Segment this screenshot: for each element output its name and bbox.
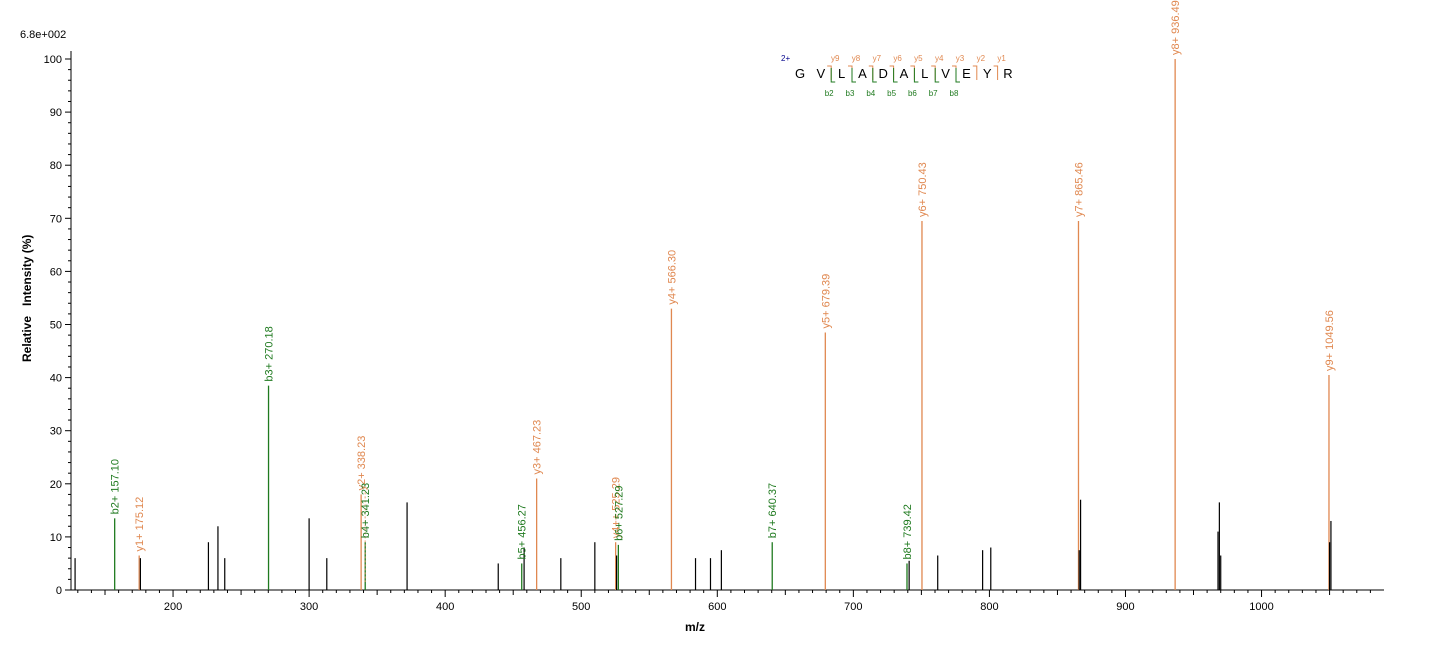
b-ion-label: b5 xyxy=(887,89,896,98)
x-tick-label: 700 xyxy=(844,601,862,613)
b-ion-label: b2 xyxy=(825,89,834,98)
y-tick-label: 0 xyxy=(56,585,62,597)
sequence-residue: R xyxy=(1003,66,1012,81)
peaks xyxy=(74,59,1332,590)
peak-label: b6+ 527.29 xyxy=(613,485,625,540)
b-ion-label: b7 xyxy=(929,89,938,98)
peak-label: b5+ 456.27 xyxy=(517,504,529,559)
x-tick-label: 200 xyxy=(164,601,182,613)
b-ion-bracket xyxy=(851,68,856,83)
y-ion-label: y3 xyxy=(956,54,965,63)
y-tick-label: 60 xyxy=(50,266,62,278)
peak-label: y2+ 338.23 xyxy=(356,436,368,491)
x-tick-label: 900 xyxy=(1116,601,1134,613)
sequence-residue: E xyxy=(962,66,971,81)
y-ion-label: y5 xyxy=(914,54,923,63)
peak-label: y1+ 175.12 xyxy=(134,497,146,552)
b-ion-bracket xyxy=(830,68,836,83)
peak-label: y8+ 936.49 xyxy=(1170,0,1182,55)
sequence-residue: V xyxy=(816,66,825,81)
b-ion-bracket xyxy=(955,68,960,83)
y-axis-title-part: Intensity (%) xyxy=(20,235,34,306)
x-tick-label: 600 xyxy=(708,601,726,613)
y-tick-label: 20 xyxy=(50,479,62,491)
sequence-residue: A xyxy=(858,66,867,81)
y-ion-label: y9 xyxy=(831,54,840,63)
y-tick-label: 50 xyxy=(50,320,62,332)
axes: 0 10 20 30 40 50 60 70 80 90 100 200 300 400 500 600 700… xyxy=(44,51,1384,613)
y-ion-bracket xyxy=(848,65,853,80)
peak-label: y9+ 1049.56 xyxy=(1324,310,1336,371)
y-ion-label: y4 xyxy=(935,54,944,63)
peak-label: y6+ 750.43 xyxy=(917,162,929,217)
x-axis-title: m/z xyxy=(685,620,705,634)
y-ion-label: y7 xyxy=(873,54,882,63)
y-ion-bracket xyxy=(827,65,832,80)
y-ion-label: y2 xyxy=(977,54,986,63)
x-tick-label: 800 xyxy=(980,601,998,613)
y-axis-title-part: Relative xyxy=(20,316,34,362)
peak-label: y4+ 566.30 xyxy=(666,250,678,305)
x-tick-label: 400 xyxy=(436,601,454,613)
y-tick-label: 10 xyxy=(50,532,62,544)
b-ion-bracket xyxy=(934,68,940,83)
b-ion-label: b8 xyxy=(950,89,959,98)
sequence-residue: A xyxy=(900,66,909,81)
peak-label: b4+ 341.23 xyxy=(360,483,372,538)
peak-label: b8+ 739.42 xyxy=(902,504,914,559)
b-ion-bracket xyxy=(893,68,898,83)
y-ion-bracket xyxy=(931,65,936,80)
b-ion-label: b4 xyxy=(866,89,875,98)
y-ion-bracket xyxy=(910,65,915,80)
y-ion-label: y6 xyxy=(893,54,902,63)
x-tick-label: 1000 xyxy=(1249,601,1273,613)
peak-label: y4++ 525.29 xyxy=(611,477,623,538)
peak-label: b7+ 640.37 xyxy=(767,483,779,538)
sequence-residue: D xyxy=(879,66,888,81)
y-tick-label: 100 xyxy=(44,54,62,66)
peak-label: y3+ 467.23 xyxy=(532,420,544,475)
y-tick-label: 90 xyxy=(50,107,62,119)
peak-label: y7+ 865.46 xyxy=(1073,162,1085,217)
sequence-residue: V xyxy=(941,66,950,81)
b-ion-label: b3 xyxy=(846,89,855,98)
sequence-residue: L xyxy=(838,66,845,81)
y-axis-title: Relative Intensity (%) xyxy=(20,235,34,362)
x-tick-label: 500 xyxy=(572,601,590,613)
b-ion-label: b6 xyxy=(908,89,917,98)
y-tick-label: 80 xyxy=(50,160,62,172)
y-ion-bracket xyxy=(868,65,874,80)
charge-state: 2+ xyxy=(781,54,790,63)
y-ion-bracket xyxy=(889,65,895,80)
sequence-residue: Y xyxy=(983,66,992,81)
x-tick-label: 300 xyxy=(300,601,318,613)
sequence-residue: G xyxy=(795,66,805,81)
sequence-residue: L xyxy=(921,66,928,81)
peak-label: y5+ 679.39 xyxy=(820,274,832,329)
scale-label: 6.8e+002 xyxy=(20,29,66,41)
y-tick-label: 70 xyxy=(50,213,62,225)
y-ion-label: y8 xyxy=(852,54,861,63)
y-ion-bracket xyxy=(972,65,978,80)
b-ion-bracket xyxy=(913,68,919,83)
y-ion-label: y1 xyxy=(997,54,1006,63)
y-ion-bracket xyxy=(993,65,999,80)
y-ion-bracket xyxy=(952,65,957,80)
b-ion-bracket xyxy=(872,68,877,83)
peak-label: b2+ 157.10 xyxy=(110,459,122,514)
peak-label: b3+ 270.18 xyxy=(264,326,276,381)
peak-labels: b2+ 157.10 y1+ 175.12 b3+ 270.18 y2+ 338.23… xyxy=(110,0,1336,582)
y-tick-label: 40 xyxy=(50,373,62,385)
y-tick-label: 30 xyxy=(50,426,62,438)
